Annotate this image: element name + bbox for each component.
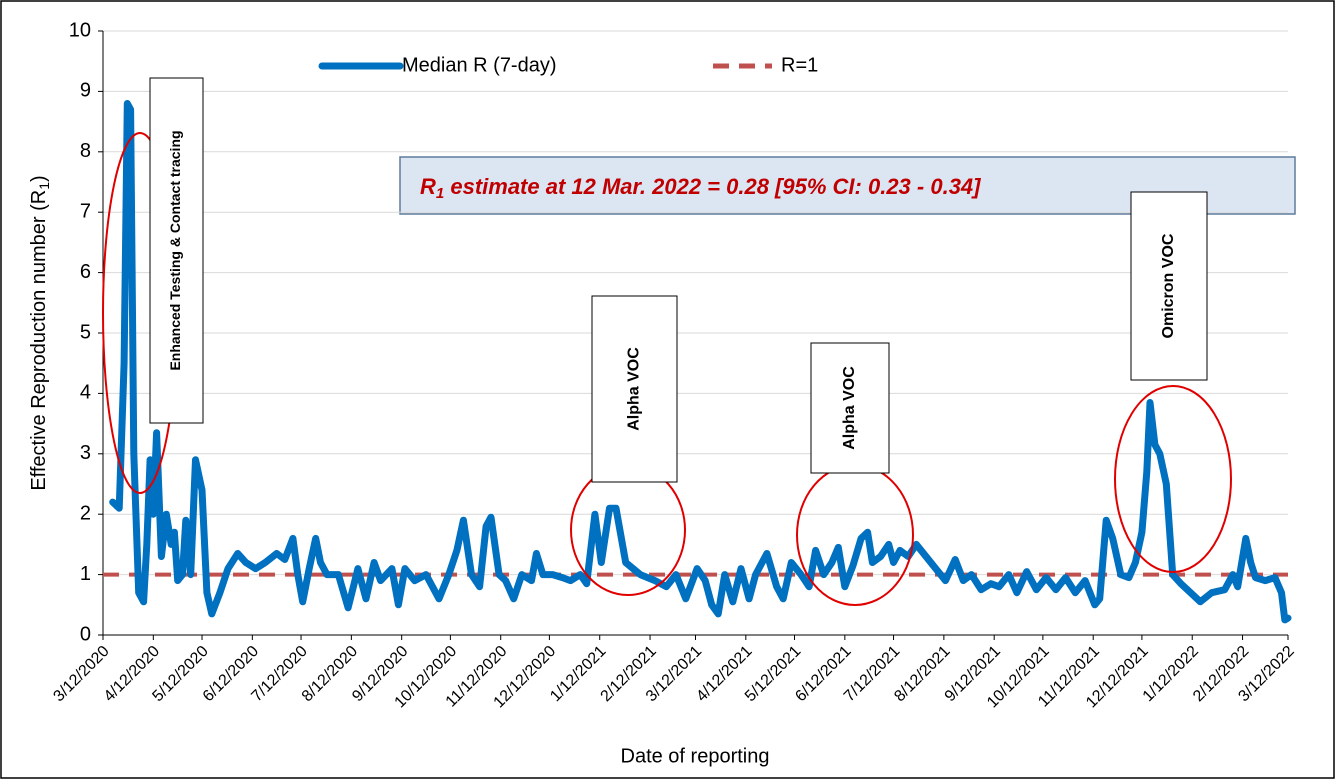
info-text-part: R: [420, 174, 436, 199]
y-tick-label: 10: [69, 19, 91, 41]
y-label-sub: 1: [36, 182, 52, 190]
annotation-box: [591, 295, 678, 483]
y-tick-label: 9: [80, 80, 91, 102]
series-line: [109, 100, 1292, 624]
y-label-part: ): [28, 175, 50, 182]
y-tick-label: 5: [80, 321, 91, 343]
info-text-sub: 1: [436, 185, 444, 202]
y-tick-label: 7: [80, 200, 91, 222]
y-tick-label: 0: [80, 623, 91, 645]
y-tick-label: 1: [80, 563, 91, 585]
y-tick-label: 6: [80, 261, 91, 283]
y-label-part: Effective Reproduction number (R: [28, 190, 50, 491]
annotation-box: [810, 342, 890, 474]
annotation-box: [149, 77, 204, 424]
y-axis-label: Effective Reproduction number (R1): [28, 175, 51, 490]
annotation-label: Alpha VOC: [841, 366, 858, 450]
legend-label: Median R (7-day): [402, 54, 557, 76]
annotation-label: Enhanced Testing & Contact tracing: [167, 130, 183, 370]
info-text: R1 estimate at 12 Mar. 2022 = 0.28 [95% …: [420, 174, 981, 202]
annotation-ellipse: [1114, 385, 1232, 573]
y-tick-label: 8: [80, 140, 91, 162]
y-tick-label: 2: [80, 502, 91, 524]
annotation-label: Alpha VOC: [626, 347, 643, 431]
legend-label: R=1: [781, 54, 818, 76]
annotation-label: Omicron VOC: [1160, 233, 1177, 338]
y-tick-label: 4: [80, 382, 91, 404]
x-axis-label: Date of reporting: [621, 745, 770, 767]
info-text-part: estimate at 12 Mar. 2022 = 0.28 [95% CI:…: [444, 174, 981, 199]
annotation-box: [1130, 191, 1208, 381]
y-tick-label: 3: [80, 442, 91, 464]
